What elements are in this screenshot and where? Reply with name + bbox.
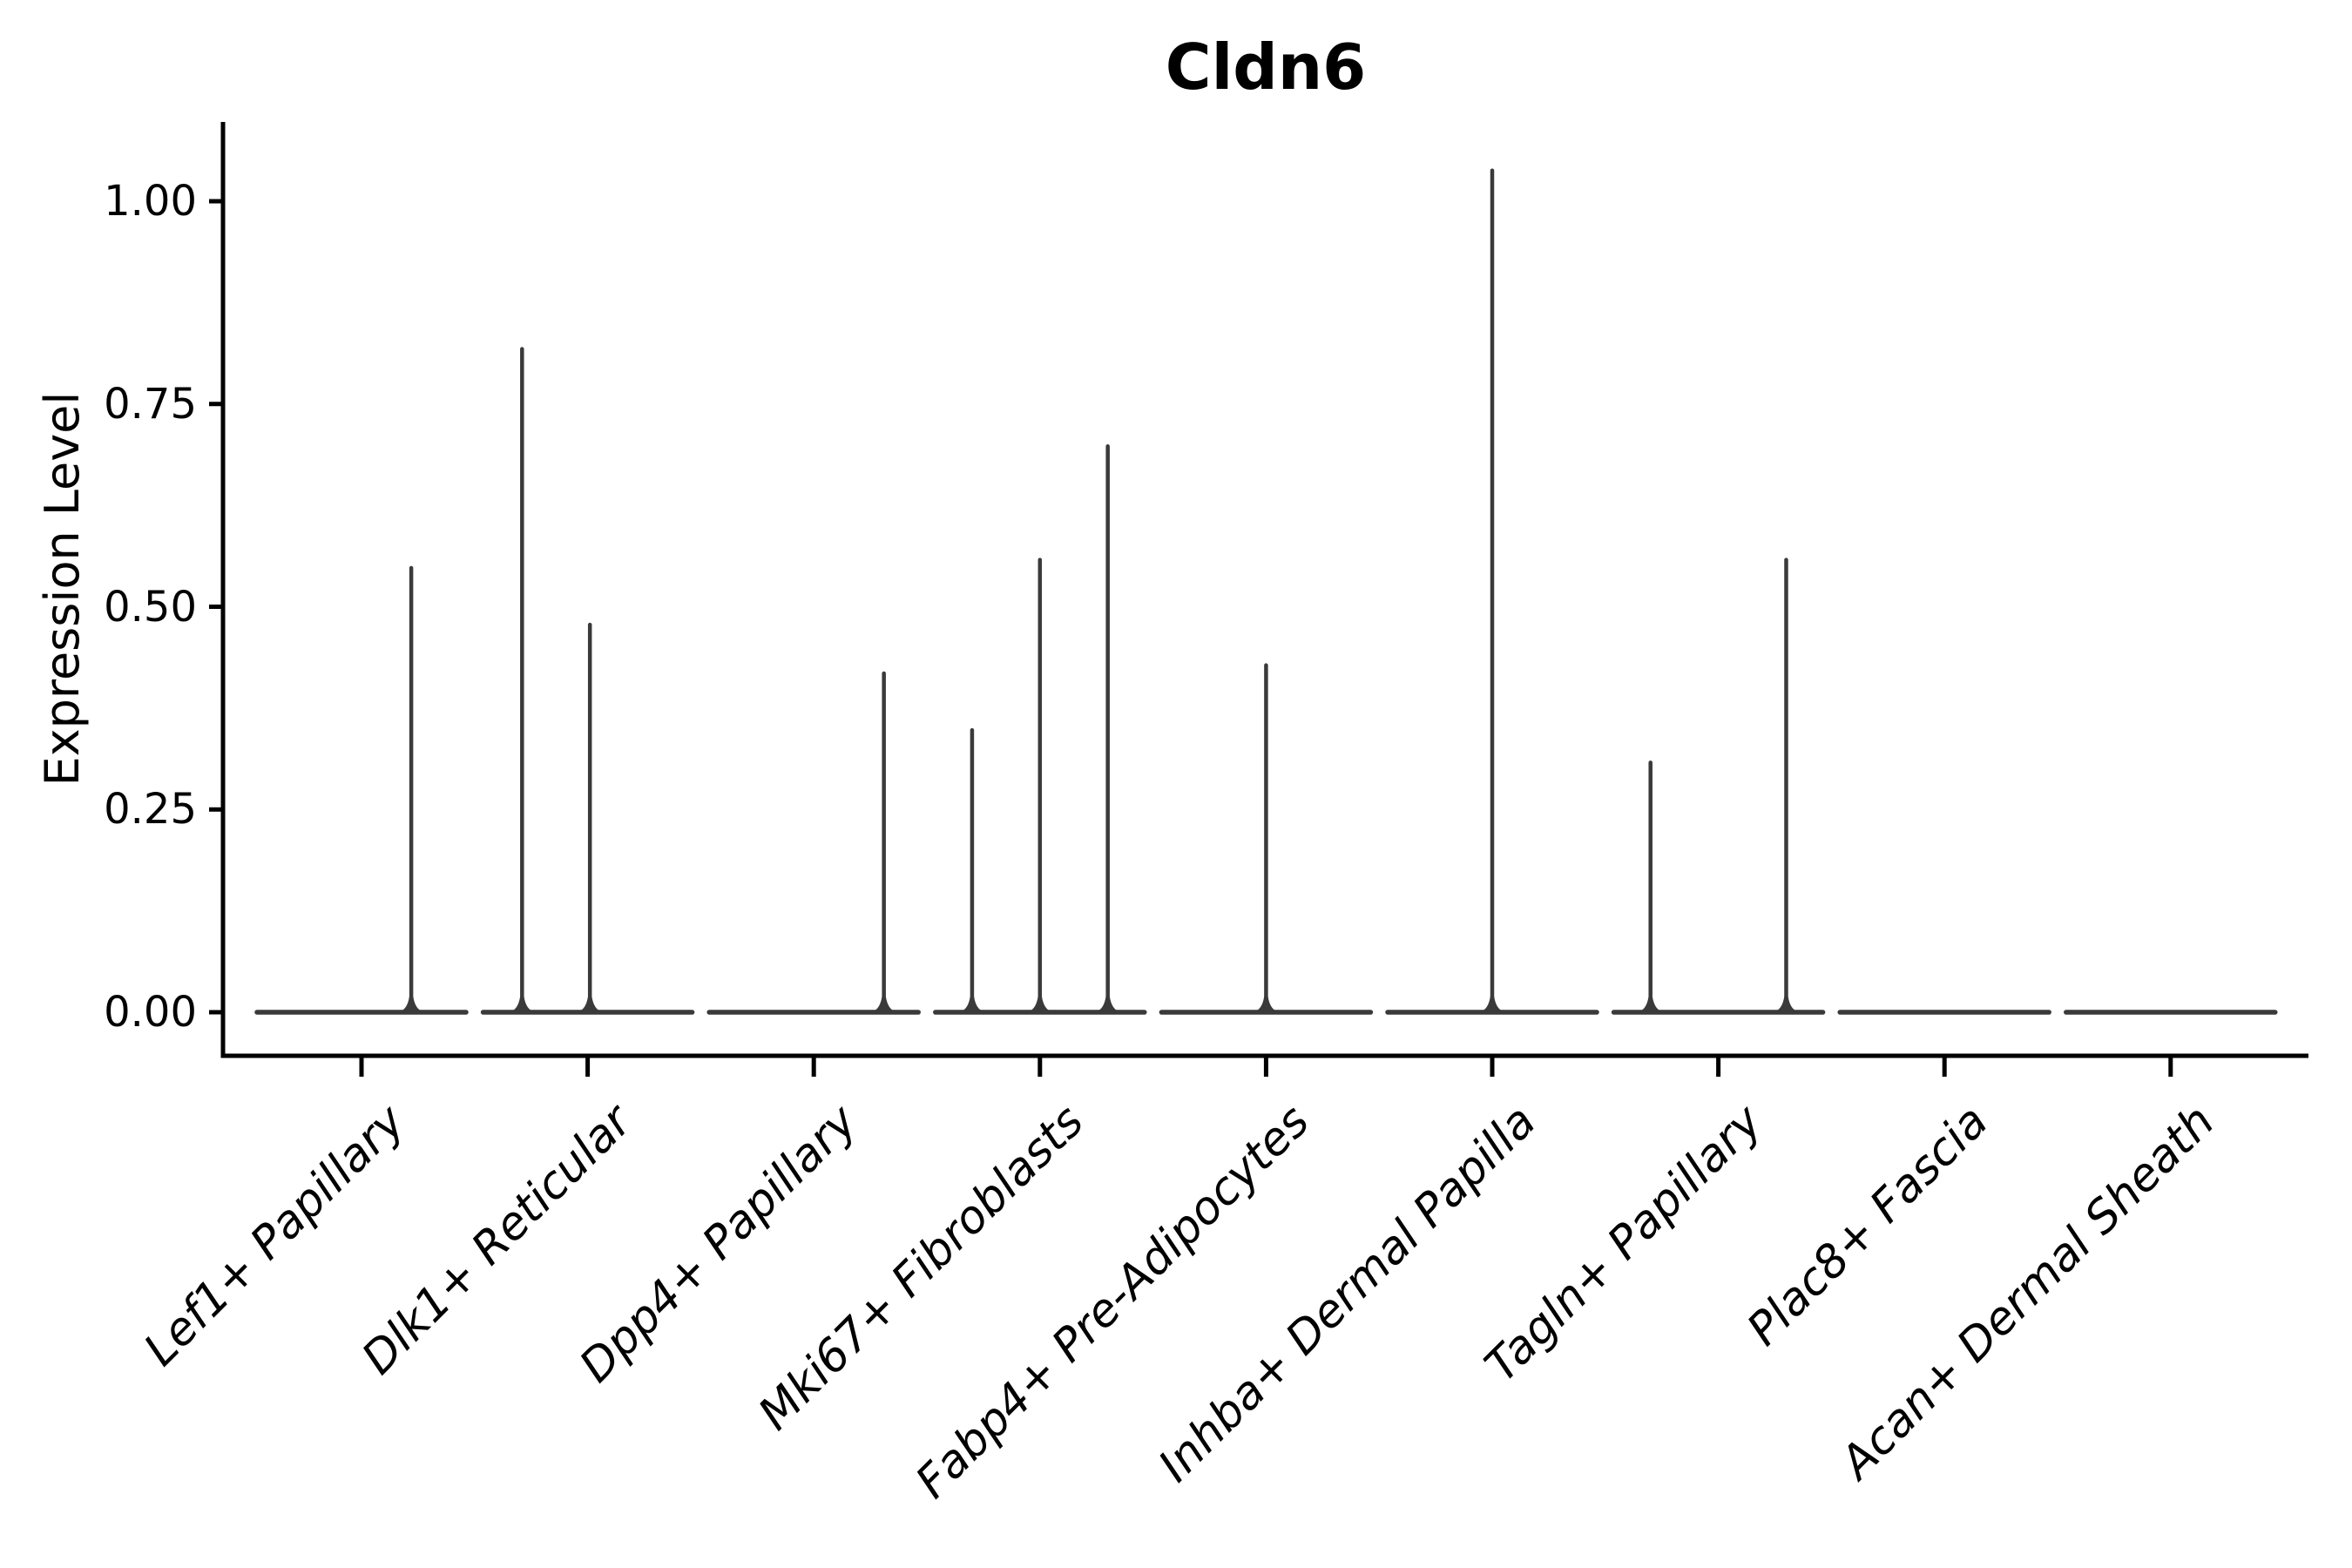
y-tick-label: 0.50 xyxy=(104,582,197,632)
y-tick-label: 1.00 xyxy=(104,177,197,226)
y-tick-label: 0.75 xyxy=(104,379,197,429)
y-tick-label: 0.00 xyxy=(104,988,197,1037)
chart-title: Cldn6 xyxy=(1165,30,1367,104)
y-tick-label: 0.25 xyxy=(104,785,197,835)
